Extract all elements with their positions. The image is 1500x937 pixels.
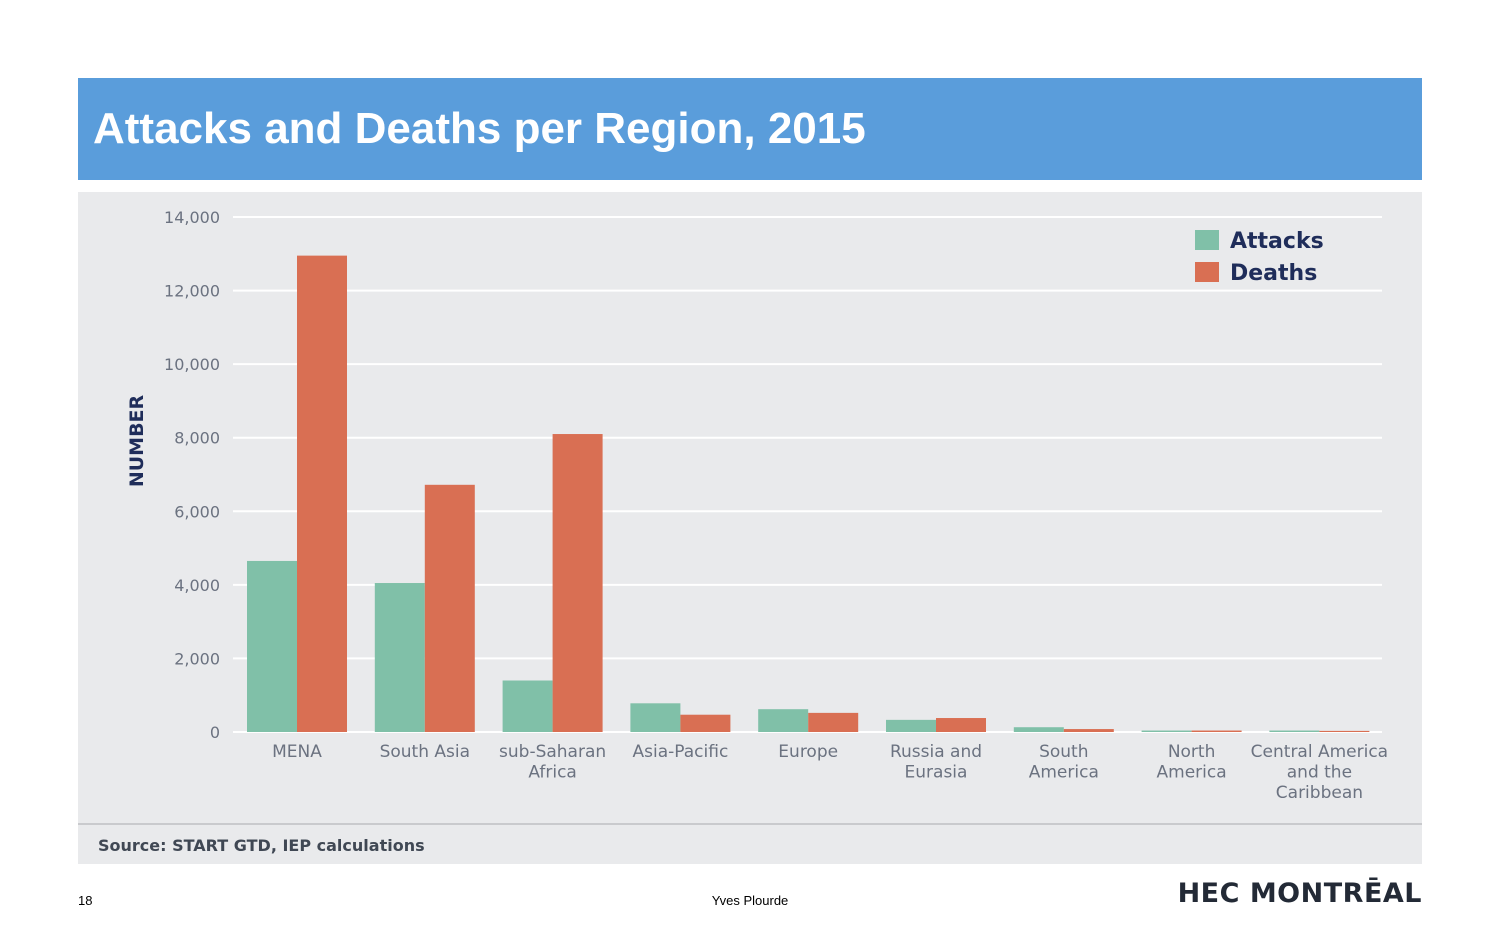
slide-title: Attacks and Deaths per Region, 2015 <box>93 104 866 153</box>
bar-attacks <box>1013 727 1064 732</box>
legend-swatch-attacks <box>1195 230 1219 250</box>
y-tick-label: 14,000 <box>164 208 220 227</box>
title-bar: Attacks and Deaths per Region, 2015 <box>78 78 1422 180</box>
x-tick-label: South Asia <box>380 742 470 762</box>
y-tick-label: 2,000 <box>174 649 220 668</box>
x-tick-label: Asia-Pacific <box>633 742 729 762</box>
x-tick-label: Europe <box>778 742 838 762</box>
bar-deaths <box>552 434 603 732</box>
bar-deaths <box>1063 729 1114 732</box>
bar-deaths <box>680 714 731 732</box>
x-tick-label: sub-Saharan Africa <box>499 742 606 783</box>
x-tick-label: North America <box>1157 742 1227 783</box>
y-tick-label: 4,000 <box>174 576 220 595</box>
bar-attacks <box>886 719 936 732</box>
legend: Attacks Deaths <box>1195 229 1324 286</box>
y-tick-label: 6,000 <box>174 502 220 521</box>
source-note: Source: START GTD, IEP calculations <box>98 836 425 855</box>
bar-attacks <box>502 680 553 732</box>
legend-label-attacks: Attacks <box>1230 229 1324 254</box>
y-tick-label: 12,000 <box>164 282 220 301</box>
x-tick-label: Russia and Eurasia <box>890 742 982 783</box>
bar-deaths <box>1319 730 1370 732</box>
bar-deaths <box>297 255 347 732</box>
y-tick-label: 8,000 <box>174 429 220 448</box>
x-tick-label: Central America and the Caribbean <box>1251 742 1388 803</box>
legend-label-deaths: Deaths <box>1230 261 1317 286</box>
x-tick-label: South America <box>1029 742 1099 783</box>
bar-deaths <box>424 484 475 732</box>
bar-attacks <box>1141 730 1192 732</box>
author-name: Yves Plourde <box>711 893 789 908</box>
x-tick-label: MENA <box>272 742 322 762</box>
y-axis-label: NUMBER <box>126 394 148 487</box>
bar-deaths <box>808 712 859 732</box>
legend-swatch-deaths <box>1195 262 1219 282</box>
page-number: 18 <box>78 893 93 908</box>
hec-montreal-logo: HEC MONTRĒAL <box>1177 878 1422 909</box>
bar-deaths <box>1191 730 1242 732</box>
y-tick-label: 0 <box>210 723 220 742</box>
bar-attacks <box>374 583 425 732</box>
bar-attacks <box>247 560 297 732</box>
bar-attacks <box>630 703 681 732</box>
bar-deaths <box>936 718 986 732</box>
source-divider <box>78 823 1422 825</box>
y-tick-label: 10,000 <box>164 355 220 374</box>
bar-attacks <box>758 709 809 732</box>
bar-attacks <box>1269 730 1320 732</box>
